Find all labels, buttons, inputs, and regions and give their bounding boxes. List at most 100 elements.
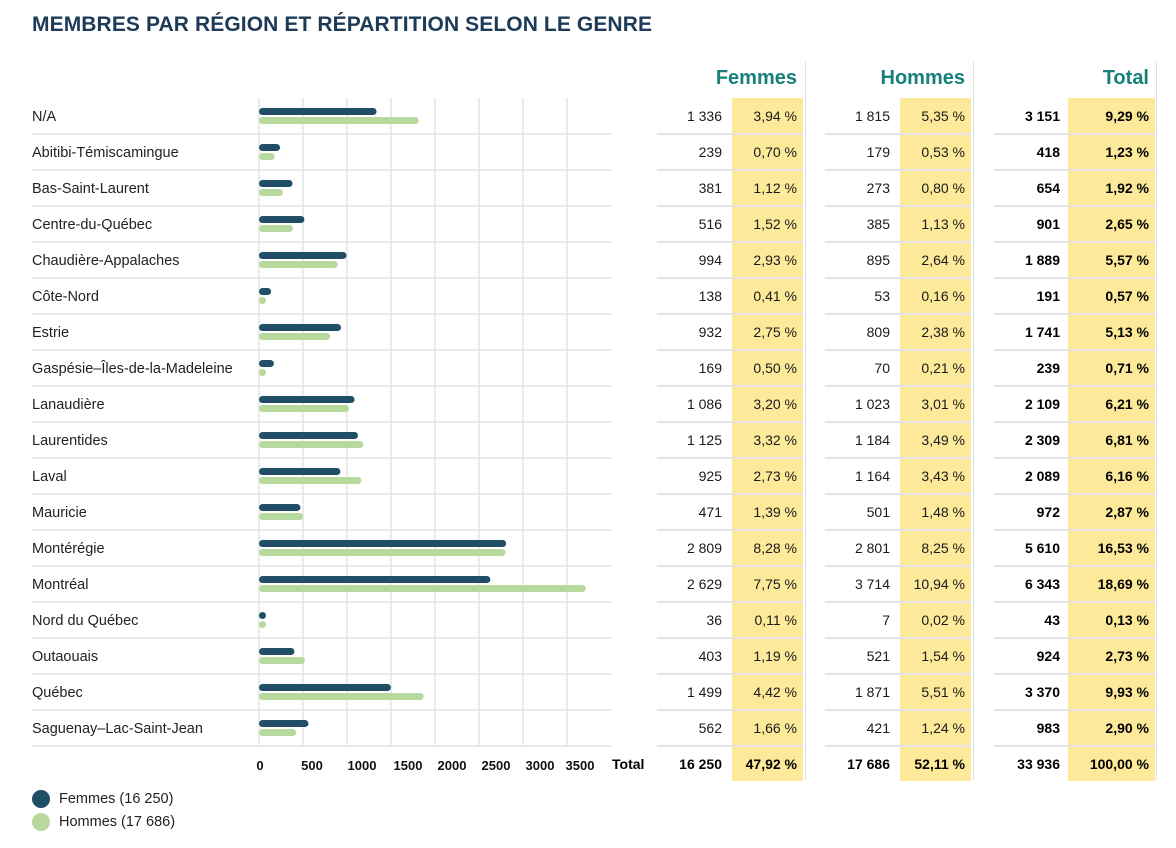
cell-total: 983	[1036, 720, 1060, 736]
table-row-separator	[994, 205, 1155, 207]
table-row-separator	[825, 313, 971, 315]
bar-femmes	[259, 612, 266, 619]
total-column-separator	[1156, 62, 1157, 780]
table-row-separator	[825, 673, 971, 675]
table-row-separator	[657, 169, 803, 171]
cell-femmes-pct: 1,19 %	[753, 648, 797, 664]
cell-hommes-pct: 1,24 %	[921, 720, 965, 736]
x-tick-label: 3500	[566, 758, 595, 773]
bar-hommes	[259, 693, 424, 700]
cell-hommes: 70	[874, 360, 890, 376]
table-row-separator	[657, 529, 803, 531]
x-tick-label: 0	[256, 758, 263, 773]
legend-label-femmes: Femmes (16 250)	[59, 790, 174, 807]
table-row-separator	[994, 529, 1155, 531]
table-row-separator	[994, 277, 1155, 279]
cell-hommes-pct: 2,64 %	[921, 252, 965, 268]
table-row-separator	[994, 349, 1155, 351]
cell-femmes-pct: 47,92 %	[745, 756, 797, 772]
table-row-separator	[994, 709, 1155, 711]
cell-femmes: 925	[698, 468, 722, 484]
bar-hommes	[259, 549, 506, 556]
region-label: Abitibi-Témiscamingue	[32, 145, 179, 161]
cell-hommes: 2 801	[854, 540, 890, 556]
femmes-column-separator	[805, 62, 806, 780]
table-row-separator	[657, 637, 803, 639]
cell-femmes-pct: 4,42 %	[753, 684, 797, 700]
cell-total-pct: 5,13 %	[1105, 324, 1149, 340]
bar-femmes	[259, 144, 281, 151]
cell-total-pct: 18,69 %	[1097, 576, 1149, 592]
table-row-separator	[994, 169, 1155, 171]
hommes-pct-column-bg	[900, 98, 971, 781]
table-row-separator	[825, 349, 971, 351]
cell-hommes: 1 815	[854, 108, 890, 124]
table-row-separator	[657, 241, 803, 243]
region-label: Nord du Québec	[32, 613, 138, 629]
cell-total: 924	[1036, 648, 1060, 664]
x-tick-label: 2000	[438, 758, 467, 773]
bar-hommes	[259, 477, 362, 484]
cell-total: 972	[1036, 504, 1060, 520]
table-row-separator	[994, 421, 1155, 423]
cell-total-pct: 100,00 %	[1089, 756, 1149, 772]
region-label: Centre-du-Québec	[32, 217, 152, 233]
cell-hommes-pct: 52,11 %	[914, 756, 965, 772]
table-row-separator	[994, 637, 1155, 639]
femmes-pct-column-bg	[732, 98, 803, 781]
table-row-separator	[825, 385, 971, 387]
bar-femmes	[259, 720, 309, 727]
bar-hommes	[259, 729, 297, 736]
legend-item-femmes: Femmes (16 250)	[32, 787, 175, 810]
cell-total: 1 741	[1024, 324, 1060, 340]
bar-femmes	[259, 252, 347, 259]
x-tick-label: 1500	[394, 758, 423, 773]
region-label: Bas-Saint-Laurent	[32, 181, 149, 197]
cell-total-pct: 1,23 %	[1105, 144, 1149, 160]
cell-hommes: 7	[882, 612, 890, 628]
table-row-separator	[657, 745, 803, 747]
region-label: Outaouais	[32, 649, 98, 665]
cell-hommes: 53	[874, 288, 890, 304]
legend-swatch-hommes	[32, 812, 50, 831]
table-row-separator	[825, 277, 971, 279]
cell-hommes: 421	[866, 720, 890, 736]
table-row-separator	[657, 313, 803, 315]
cell-total: 43	[1044, 612, 1060, 628]
cell-femmes: 932	[698, 324, 722, 340]
bar-femmes	[259, 504, 301, 511]
cell-femmes: 403	[698, 648, 722, 664]
cell-hommes: 895	[866, 252, 890, 268]
region-label: Gaspésie–Îles-de-la-Madeleine	[32, 360, 233, 377]
bar-hommes	[259, 225, 293, 232]
cell-hommes-pct: 0,02 %	[921, 612, 965, 628]
cell-hommes: 385	[866, 216, 890, 232]
cell-femmes-pct: 0,70 %	[753, 144, 797, 160]
cell-femmes: 239	[698, 144, 722, 160]
bar-femmes	[259, 108, 377, 115]
hommes-column-separator	[973, 62, 974, 780]
chart-title: MEMBRES PAR RÉGION ET RÉPARTITION SELON …	[32, 13, 653, 36]
cell-total-pct: 2,65 %	[1105, 216, 1149, 232]
bar-femmes	[259, 648, 295, 655]
cell-hommes: 273	[866, 180, 890, 196]
bar-femmes	[259, 432, 358, 439]
table-row-separator	[657, 673, 803, 675]
bar-femmes	[259, 468, 341, 475]
cell-hommes-pct: 8,25 %	[921, 540, 965, 556]
cell-total-pct: 0,57 %	[1105, 288, 1149, 304]
table-row-separator	[657, 385, 803, 387]
cell-total: 191	[1036, 288, 1060, 304]
table-row-separator	[825, 205, 971, 207]
region-label: N/A	[32, 109, 57, 125]
cell-total: 1 889	[1024, 252, 1060, 268]
cell-total: 5 610	[1024, 540, 1060, 556]
bar-femmes	[259, 288, 272, 295]
cell-femmes-pct: 0,50 %	[753, 360, 797, 376]
table-row-separator	[657, 421, 803, 423]
table-row-separator	[825, 133, 971, 135]
cell-femmes: 1 336	[686, 108, 722, 124]
region-label: Laval	[32, 469, 67, 485]
cell-total-pct: 2,73 %	[1105, 648, 1149, 664]
bar-femmes	[259, 324, 342, 331]
